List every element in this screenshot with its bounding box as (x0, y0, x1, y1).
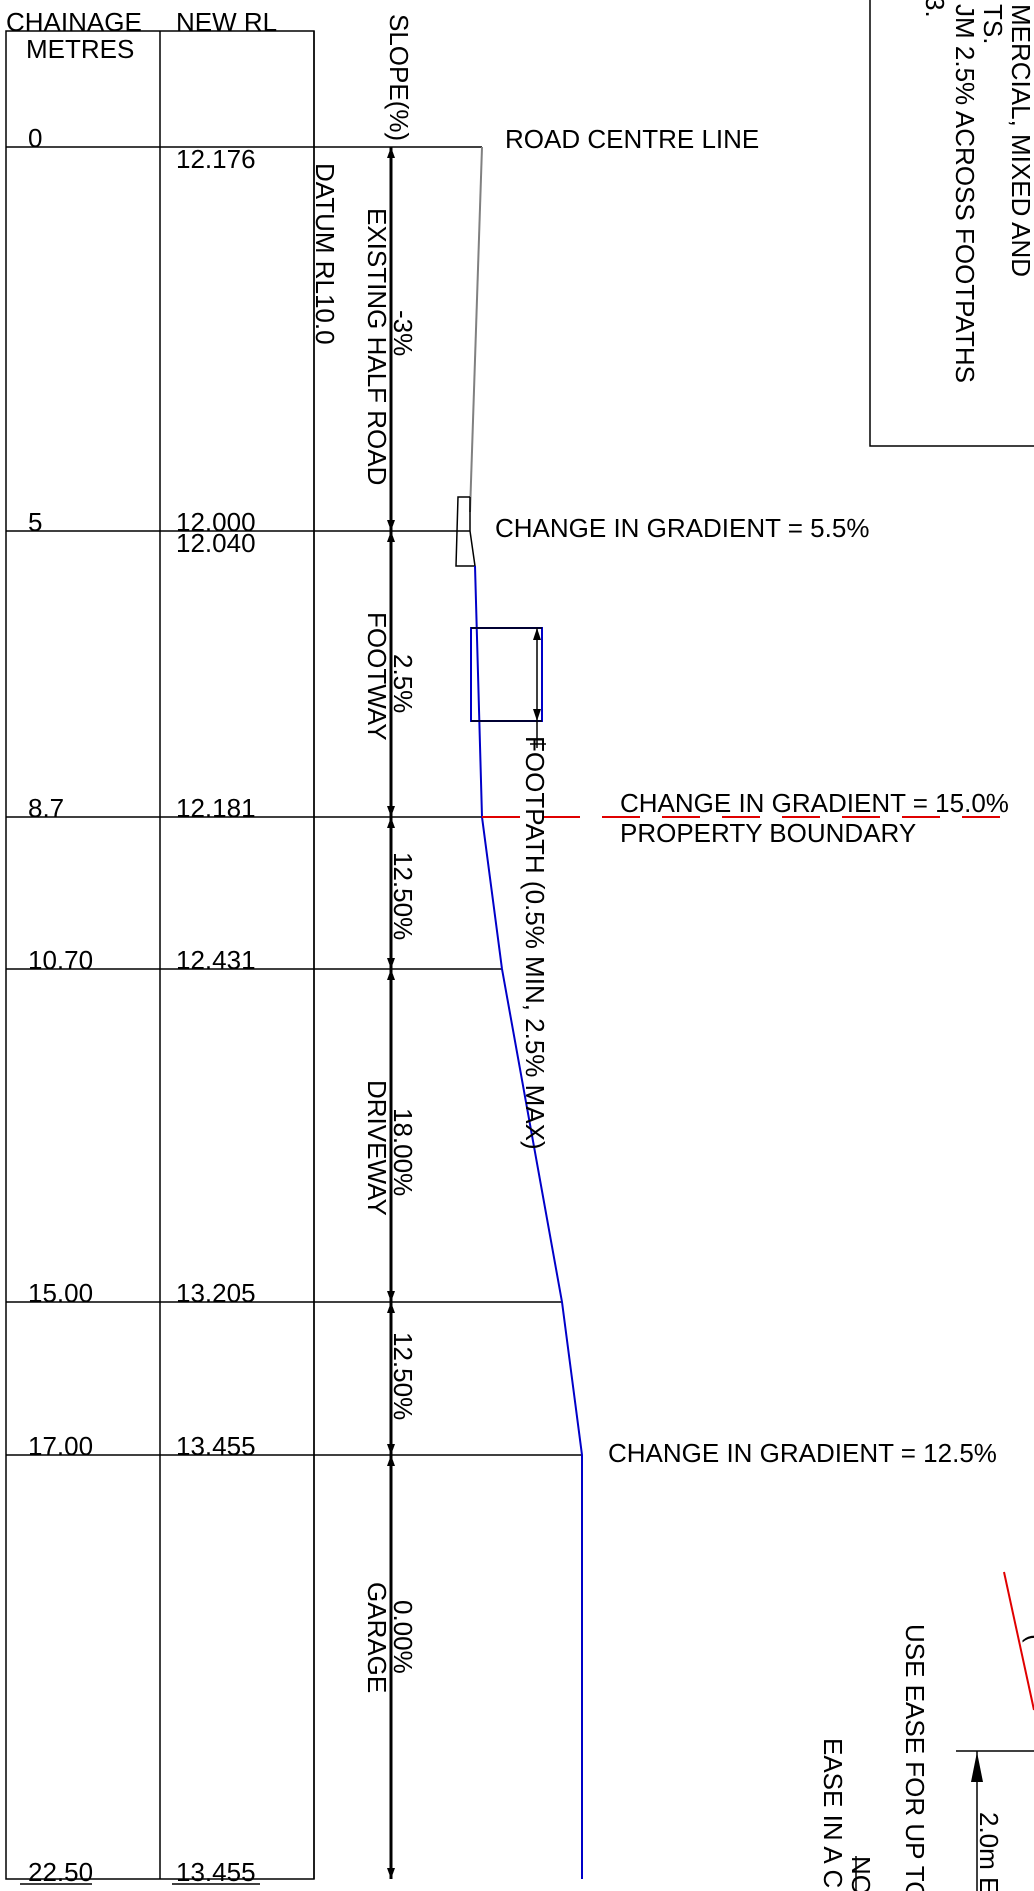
rl-value: 13.455 (176, 1431, 256, 1461)
dimension-label: 2.0m E (974, 1812, 1004, 1891)
segment-slope-transition-1: 12.50% (388, 852, 418, 940)
notes-box-text: 3. (920, 0, 950, 18)
segment-label-half-road: EXISTING HALF ROAD (362, 208, 392, 485)
arrow-head (387, 1455, 395, 1466)
notes-box-text: TS. (978, 4, 1008, 44)
arrow-head (387, 520, 395, 531)
arrow-head (971, 1752, 983, 1782)
chainage-header-line1: CHAINAGE (6, 7, 142, 37)
kerb-outline (455, 496, 476, 567)
footpath-detail-box (470, 627, 543, 722)
arrow-head (387, 958, 395, 969)
profile-table-grid (5, 30, 582, 1880)
ease-note-line1: USE EASE FOR UP TO (900, 1624, 930, 1891)
arrow-head (387, 806, 395, 817)
gradient-change-label: CHANGE IN GRADIENT = 5.5% (495, 513, 869, 543)
road-centre-line-label: ROAD CENTRE LINE (505, 124, 759, 154)
chainage-value: 0 (28, 123, 42, 153)
arrow-head (387, 817, 395, 828)
chainage-value: 8.7 (28, 793, 64, 823)
arrow-head (387, 1444, 395, 1455)
partial-text: ( (1022, 1634, 1034, 1643)
property-boundary-label: PROPERTY BOUNDARY (620, 818, 916, 848)
rl-value: 12.176 (176, 144, 256, 174)
datum-label: DATUM RL10.0 (310, 163, 340, 345)
chainage-value: 5 (28, 507, 42, 537)
segment-label-footway: FOOTWAY (362, 612, 392, 741)
slope-axis-arrows (387, 147, 395, 1879)
red-sketch-line (1003, 1571, 1034, 1711)
chainage-header-line2: METRES (26, 34, 134, 64)
notes-box-border (869, 0, 1034, 447)
driveway-profile-line (474, 565, 583, 1879)
gradient-change-label: CHANGE IN GRADIENT = 15.0% (620, 788, 1009, 818)
chainage-value: 22.50 (28, 1857, 93, 1887)
arrow-head (387, 147, 395, 158)
arrow-head (533, 709, 541, 721)
rl-value: 12.181 (176, 793, 256, 823)
chainage-value: 17.00 (28, 1431, 93, 1461)
notes-box-text: MERCIAL, MIXED AND (1006, 4, 1034, 277)
segment-label-driveway: DRIVEWAY (362, 1080, 392, 1216)
footpath-label: FOOTPATH (0.5% MIN, 2.5% MAX) (520, 736, 550, 1150)
arrow-head (387, 969, 395, 980)
slope-header: SLOPE(%) (384, 14, 414, 141)
rl-value: 13.205 (176, 1278, 256, 1308)
rl-value: 12.431 (176, 945, 256, 975)
note-heading: NO (846, 1856, 876, 1891)
segment-label-garage: GARAGE (362, 1582, 392, 1693)
arrow-head (387, 1291, 395, 1302)
segment-slope-driveway: 18.00% (388, 1108, 418, 1196)
gradient-change-label: CHANGE IN GRADIENT = 12.5% (608, 1438, 997, 1468)
arrow-head (387, 1868, 395, 1879)
chainage-value: 10.70 (28, 945, 93, 975)
chainage-value: 15.00 (28, 1278, 93, 1308)
arrow-head (387, 1302, 395, 1313)
arrow-head (533, 628, 541, 640)
arrow-head (387, 531, 395, 542)
segment-slope-footway: 2.5% (388, 654, 418, 713)
rl-value: 12.040 (176, 528, 256, 558)
ease-note-line2: EASE IN A C (818, 1738, 848, 1888)
segment-slope-transition-2: 12.50% (388, 1332, 418, 1420)
rl-value: 13.455 (176, 1857, 256, 1887)
segment-slope-half-road: -3% (388, 310, 418, 356)
rl-value: 12.000 (176, 507, 256, 537)
footpath-dimension (471, 627, 546, 748)
road-centre-profile-line (469, 146, 483, 513)
segment-slope-garage: 0.00% (388, 1600, 418, 1674)
notes-box-text: JM 2.5% ACROSS FOOTPATHS (950, 4, 980, 383)
new-rl-header: NEW RL (176, 7, 277, 37)
